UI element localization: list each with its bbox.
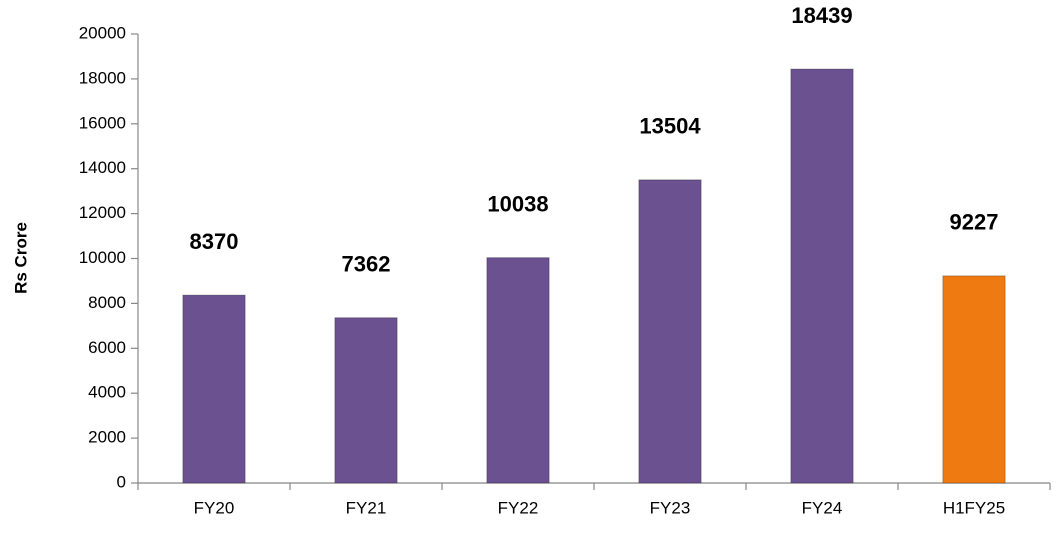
data-label: 18439 [791,3,852,28]
y-axis-label: Rs Crore [11,222,30,294]
y-tick-label: 4000 [88,383,126,402]
y-tick-label: 6000 [88,338,126,357]
x-tick-label: FY20 [194,498,235,517]
x-tick-label: H1FY25 [943,498,1005,517]
data-label: 13504 [639,114,701,139]
data-label: 9227 [950,210,999,235]
y-tick-label: 8000 [88,293,126,312]
data-label: 10038 [487,191,548,216]
bar [182,294,246,484]
x-tick-label: FY22 [498,498,539,517]
x-tick-label: FY24 [802,498,843,517]
data-label: 8370 [190,229,239,254]
bar [942,275,1006,484]
bar [486,257,550,484]
y-tick-label: 18000 [79,68,126,87]
x-tick-label: FY21 [346,498,387,517]
y-tick-label: 12000 [79,203,126,222]
bar [334,317,398,484]
y-tick-label: 20000 [79,23,126,42]
bar [790,68,854,484]
data-label: 7362 [342,252,391,277]
y-tick-label: 2000 [88,428,126,447]
y-tick-label: 16000 [79,113,126,132]
y-tick-label: 10000 [79,248,126,267]
y-tick-label: 14000 [79,158,126,177]
x-tick-label: FY23 [650,498,691,517]
bar [638,179,702,484]
y-tick-label: 0 [117,472,126,491]
